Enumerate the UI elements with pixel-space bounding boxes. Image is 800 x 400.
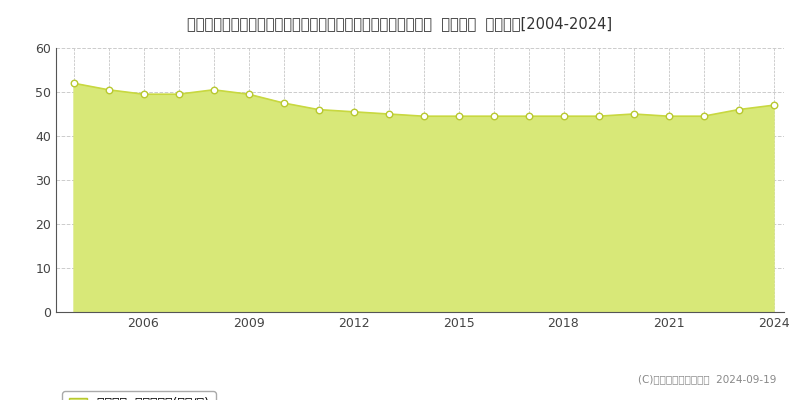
Legend: 公示地価  平均坪単価(万円/坪): 公示地価 平均坪単価(万円/坪): [62, 391, 215, 400]
Text: (C)土地価格ドットコム  2024-09-19: (C)土地価格ドットコム 2024-09-19: [638, 374, 776, 384]
Point: [487, 113, 500, 119]
Point: [697, 113, 710, 119]
Point: [382, 111, 395, 117]
Point: [312, 106, 325, 113]
Point: [662, 113, 675, 119]
Point: [67, 80, 80, 86]
Text: 埼玉県さいたま市桜区大字大久保領家字中作田５６３番３２外  公示地価  地価推移[2004-2024]: 埼玉県さいたま市桜区大字大久保領家字中作田５６３番３２外 公示地価 地価推移[2…: [187, 16, 613, 31]
Point: [242, 91, 255, 97]
Point: [522, 113, 535, 119]
Point: [732, 106, 745, 113]
Point: [557, 113, 570, 119]
Point: [627, 111, 640, 117]
Point: [417, 113, 430, 119]
Point: [277, 100, 290, 106]
Point: [172, 91, 185, 97]
Point: [452, 113, 465, 119]
Point: [592, 113, 605, 119]
Point: [347, 108, 360, 115]
Point: [137, 91, 150, 97]
Point: [102, 87, 115, 93]
Point: [767, 102, 780, 108]
Point: [207, 87, 220, 93]
